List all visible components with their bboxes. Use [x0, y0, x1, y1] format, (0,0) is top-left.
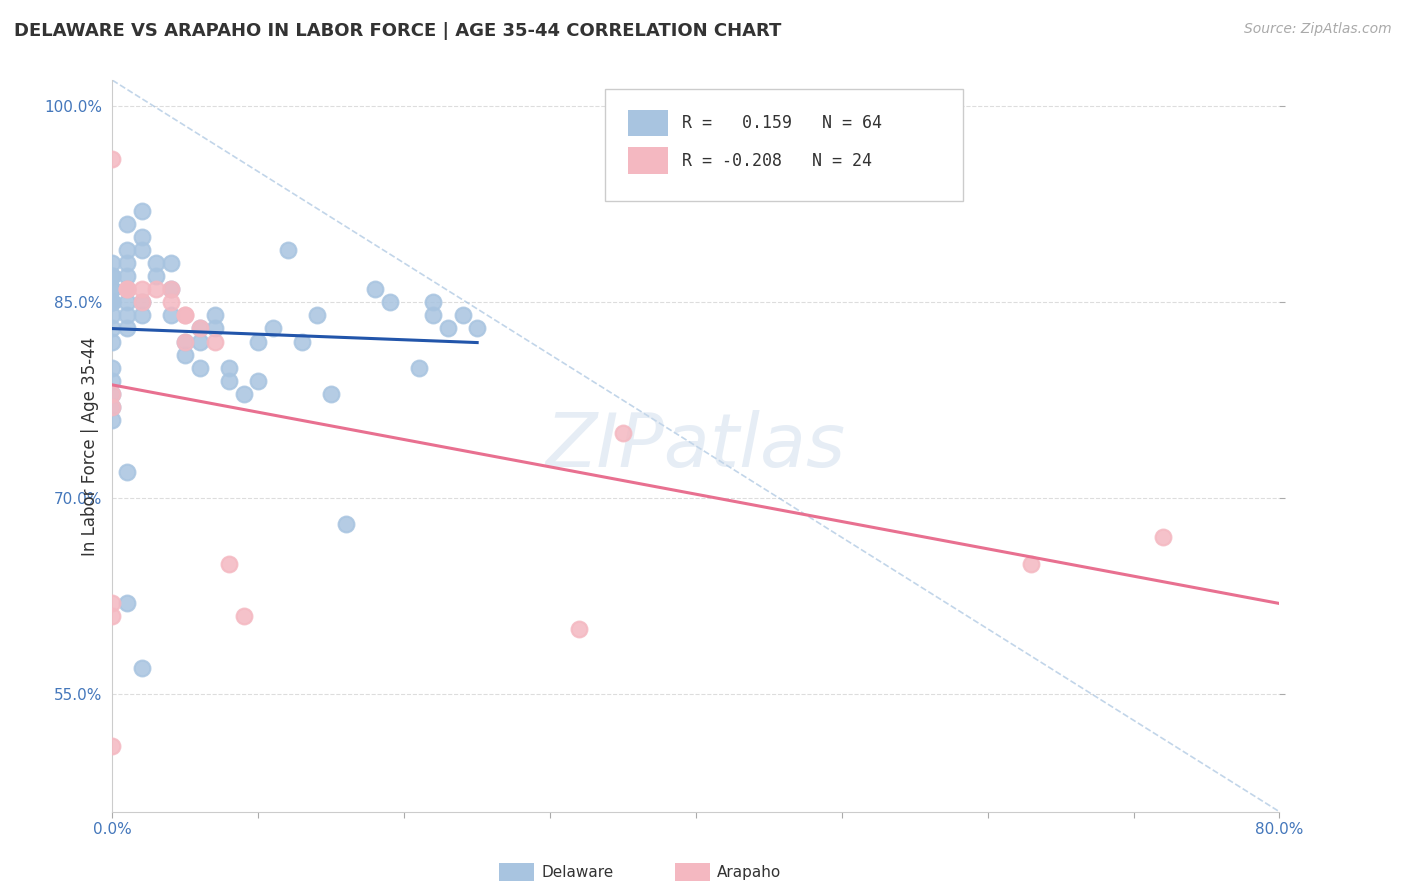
Point [101, 360, 124, 375]
Point [218, 360, 240, 375]
Point [422, 309, 444, 323]
Point [378, 295, 401, 310]
Point [115, 295, 138, 310]
Point [101, 374, 124, 388]
Point [232, 608, 254, 623]
Text: Arapaho: Arapaho [717, 865, 782, 880]
Point [101, 152, 124, 166]
Point [204, 321, 226, 335]
Point [188, 321, 211, 335]
Text: R =   0.159   N = 64: R = 0.159 N = 64 [682, 114, 882, 132]
Point [115, 243, 138, 257]
Point [101, 386, 124, 401]
Point [145, 269, 167, 284]
Point [145, 282, 167, 296]
Point [160, 282, 183, 296]
Point [174, 309, 197, 323]
Point [101, 608, 124, 623]
Point [174, 348, 197, 362]
Point [101, 295, 124, 310]
Point [131, 203, 153, 218]
Point [174, 309, 197, 323]
Point [115, 309, 138, 323]
Point [131, 230, 153, 244]
Point [247, 334, 270, 349]
Point [115, 321, 138, 335]
Point [101, 386, 124, 401]
Point [188, 360, 211, 375]
Point [188, 334, 211, 349]
Point [218, 374, 240, 388]
Point [276, 243, 298, 257]
Point [174, 334, 197, 349]
Point [131, 661, 153, 675]
Point [408, 360, 430, 375]
Point [101, 256, 124, 270]
Point [218, 557, 240, 571]
Text: ZIPatlas: ZIPatlas [546, 410, 846, 482]
Point [115, 282, 138, 296]
Point [101, 413, 124, 427]
Point [101, 269, 124, 284]
Point [160, 309, 183, 323]
Point [101, 400, 124, 414]
Point [291, 334, 314, 349]
Point [364, 282, 387, 296]
Point [101, 309, 124, 323]
Point [131, 282, 153, 296]
Y-axis label: In Labor Force | Age 35-44: In Labor Force | Age 35-44 [80, 336, 98, 556]
Point [101, 334, 124, 349]
Point [204, 334, 226, 349]
Point [101, 400, 124, 414]
Point [101, 596, 124, 610]
Point [305, 309, 328, 323]
Point [568, 622, 591, 636]
Point [101, 295, 124, 310]
Point [232, 386, 254, 401]
Point [115, 282, 138, 296]
Point [115, 596, 138, 610]
Point [115, 282, 138, 296]
Point [101, 295, 124, 310]
Point [115, 217, 138, 231]
Point [160, 282, 183, 296]
Point [131, 295, 153, 310]
Point [101, 282, 124, 296]
Point [145, 256, 167, 270]
Point [1152, 530, 1174, 544]
Point [174, 334, 197, 349]
Text: Delaware: Delaware [541, 865, 613, 880]
Point [335, 517, 357, 532]
Point [204, 309, 226, 323]
Text: R = -0.208   N = 24: R = -0.208 N = 24 [682, 152, 872, 169]
Point [612, 425, 634, 440]
Point [115, 256, 138, 270]
Point [115, 465, 138, 479]
Point [131, 309, 153, 323]
Point [1021, 557, 1043, 571]
Point [262, 321, 284, 335]
Point [451, 309, 474, 323]
Point [188, 321, 211, 335]
Point [131, 243, 153, 257]
Point [160, 295, 183, 310]
Point [131, 295, 153, 310]
Point [101, 739, 124, 754]
Point [437, 321, 460, 335]
Point [247, 374, 270, 388]
Point [115, 269, 138, 284]
Point [101, 282, 124, 296]
Text: DELAWARE VS ARAPAHO IN LABOR FORCE | AGE 35-44 CORRELATION CHART: DELAWARE VS ARAPAHO IN LABOR FORCE | AGE… [14, 22, 782, 40]
Point [422, 295, 444, 310]
Point [465, 321, 488, 335]
Point [101, 321, 124, 335]
Text: Source: ZipAtlas.com: Source: ZipAtlas.com [1244, 22, 1392, 37]
Point [101, 269, 124, 284]
Point [160, 256, 183, 270]
Point [321, 386, 343, 401]
